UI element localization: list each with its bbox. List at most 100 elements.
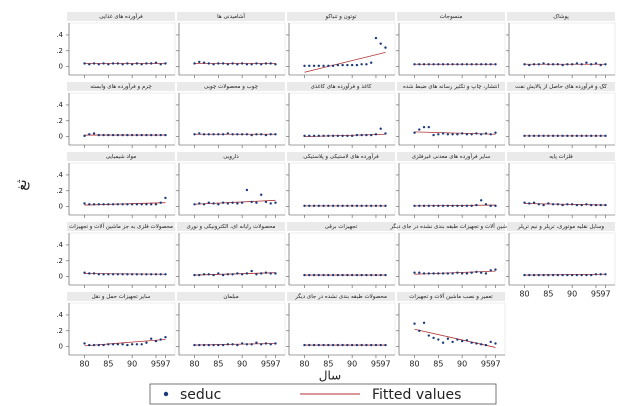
data-point <box>346 273 349 277</box>
data-point <box>308 64 311 68</box>
data-point <box>121 343 124 346</box>
y-tick-label: .2 <box>56 187 63 195</box>
data-point <box>537 273 541 277</box>
data-point <box>360 273 363 277</box>
plot-area <box>398 232 506 286</box>
data-point <box>427 334 431 337</box>
data-point <box>245 133 249 136</box>
data-point <box>111 343 115 346</box>
data-point <box>494 268 497 271</box>
data-point <box>97 63 101 66</box>
data-point <box>532 201 536 204</box>
plot-area <box>288 302 396 356</box>
y-axis-label: ثغ <box>14 179 30 190</box>
y-tick-label: 0 <box>59 203 63 211</box>
data-point <box>432 272 435 275</box>
data-point <box>384 204 387 208</box>
data-point <box>446 204 450 208</box>
data-point <box>107 273 110 276</box>
data-point <box>83 134 86 138</box>
data-point <box>441 341 445 344</box>
data-point <box>245 343 249 346</box>
data-point <box>604 273 607 276</box>
data-point <box>154 273 158 276</box>
data-point <box>198 132 201 135</box>
data-point <box>418 329 421 332</box>
data-point <box>365 343 368 347</box>
data-point <box>159 63 162 66</box>
data-point <box>145 133 148 137</box>
data-point <box>259 272 263 275</box>
data-point <box>374 204 378 208</box>
y-tick-label: .4 <box>56 31 63 39</box>
data-point <box>585 61 588 64</box>
data-point <box>102 203 105 206</box>
data-point <box>570 273 574 277</box>
data-point <box>594 62 598 65</box>
panel-title-strip <box>507 222 615 231</box>
data-point <box>269 133 272 136</box>
data-point <box>255 341 258 344</box>
data-point <box>355 204 359 208</box>
data-point <box>102 133 105 137</box>
data-point <box>594 203 598 207</box>
panel-title-strip <box>177 12 285 21</box>
data-point <box>575 273 579 277</box>
panel-title: تعمیر و نصب ماشین آلات و تجهیزات <box>409 293 493 300</box>
panel-title-strip <box>67 222 175 231</box>
data-point <box>231 62 234 65</box>
y-tick-label: .4 <box>56 171 63 179</box>
data-point <box>149 337 153 340</box>
data-point <box>226 63 230 66</box>
x-tick-label: 97 <box>380 360 390 369</box>
data-point <box>427 63 431 66</box>
data-point <box>140 343 143 346</box>
data-point <box>221 273 225 277</box>
data-point <box>269 62 272 65</box>
data-point <box>212 202 215 205</box>
data-point <box>202 61 206 64</box>
data-point <box>479 133 483 136</box>
data-point <box>240 273 244 276</box>
data-point <box>149 203 153 206</box>
data-point <box>446 133 450 136</box>
data-point <box>336 273 340 277</box>
data-point <box>374 343 378 347</box>
data-point <box>83 62 86 65</box>
data-point <box>427 272 431 275</box>
data-point <box>336 343 340 347</box>
data-point <box>384 132 387 135</box>
data-point <box>107 133 110 137</box>
data-point <box>427 125 431 129</box>
data-point <box>236 63 239 66</box>
x-tick-label: 97 <box>160 360 170 369</box>
data-point <box>231 273 234 276</box>
y-tick-label: .2 <box>56 117 63 125</box>
data-point <box>317 204 321 208</box>
plot-area <box>68 302 176 356</box>
data-point <box>470 133 473 136</box>
data-point <box>432 63 435 66</box>
plot-area <box>68 232 176 286</box>
panel-title: چرم و فرآورده های وابسته <box>90 83 151 90</box>
x-tick-label: 85 <box>103 360 113 369</box>
panel-title-strip <box>507 12 615 21</box>
data-point <box>561 134 564 138</box>
data-point <box>126 273 129 276</box>
data-point <box>441 63 445 66</box>
panel-title: توتون و تنباکو <box>325 13 357 20</box>
data-point <box>274 272 277 275</box>
data-point <box>432 204 435 208</box>
data-point <box>231 133 234 136</box>
data-point <box>317 343 321 347</box>
data-point <box>479 271 483 274</box>
data-point <box>236 202 239 205</box>
data-point <box>456 63 459 66</box>
data-point <box>240 62 244 65</box>
y-tick-label: 0 <box>59 343 63 351</box>
data-point <box>259 343 263 346</box>
data-point <box>221 62 225 65</box>
data-point <box>547 202 550 205</box>
x-tick-label: 80 <box>79 360 89 369</box>
